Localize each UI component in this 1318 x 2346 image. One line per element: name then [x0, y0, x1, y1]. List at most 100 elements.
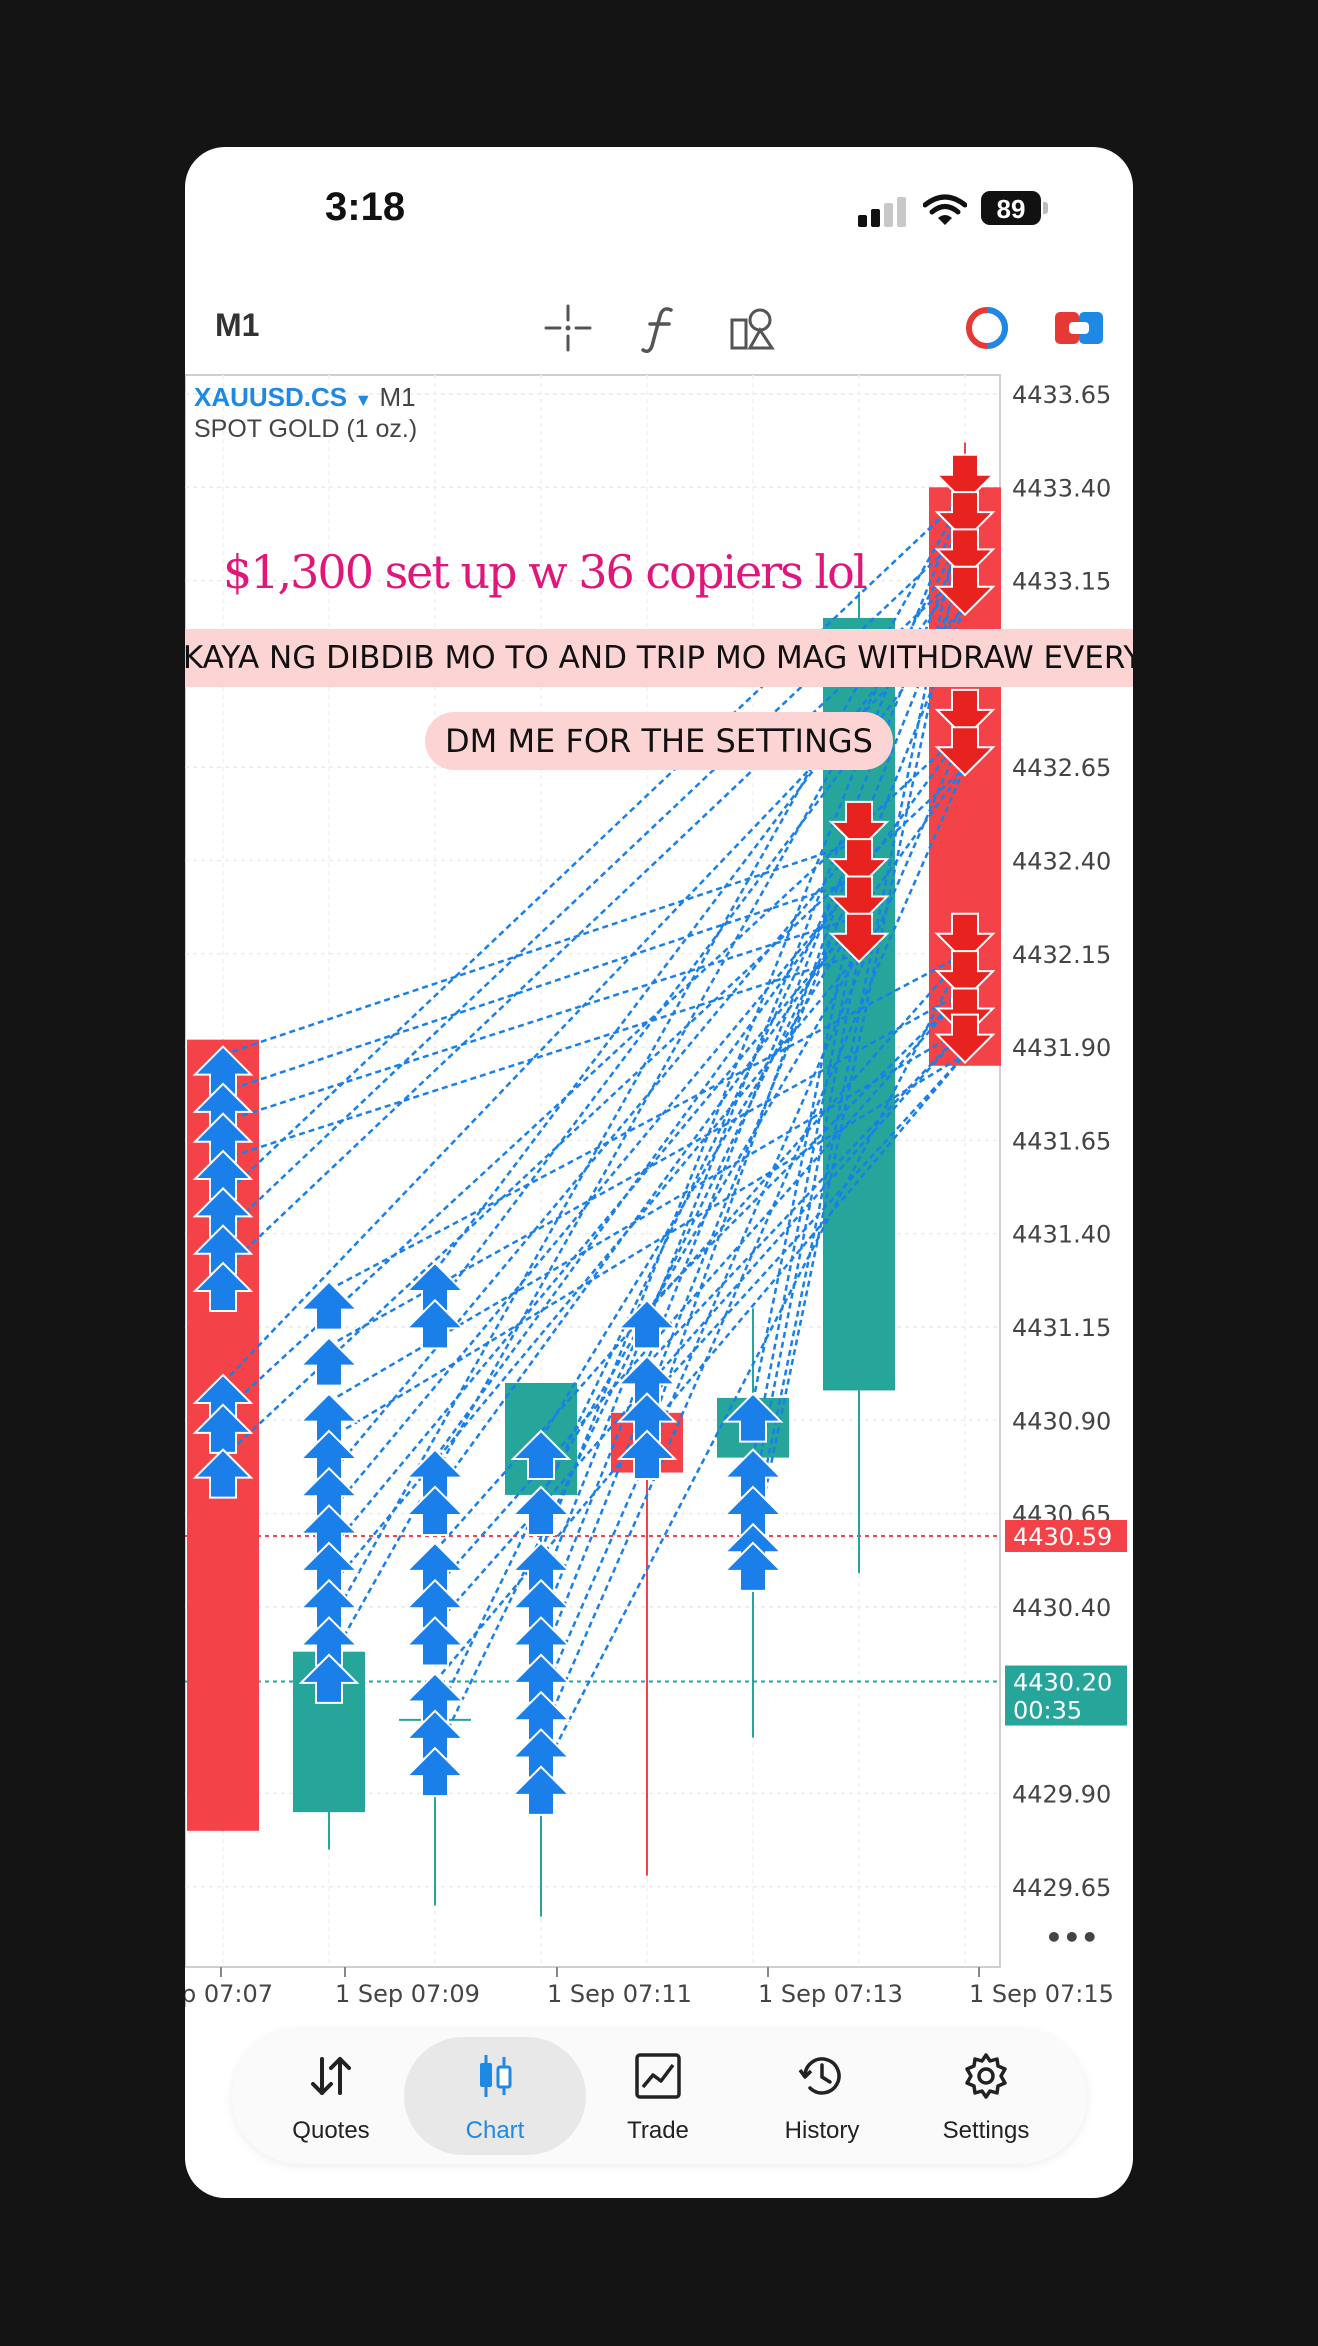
nav-quotes-label: Quotes [292, 2117, 370, 2144]
trade-line [434, 1053, 966, 1683]
sell-arrow [934, 950, 996, 1001]
trade-arrows [192, 453, 996, 1816]
ask-price-tag [1005, 1665, 1127, 1726]
nav-history[interactable]: History [737, 2029, 907, 2164]
buy-arrow [192, 1448, 254, 1499]
buy-arrow [616, 1298, 678, 1350]
x-tick-label: 1 Sep 07:15 [969, 1980, 1114, 2008]
trade-line [539, 953, 861, 1496]
trade-line [222, 840, 860, 1056]
bid-price-tag [1005, 1519, 1127, 1552]
buy-arrow [404, 1616, 466, 1667]
buy-arrow [298, 1280, 360, 1331]
buy-arrow [404, 1746, 466, 1798]
ask-price-value: 4430.20 [1013, 1669, 1112, 1697]
buy-arrow [298, 1336, 360, 1387]
more-options-icon[interactable]: ••• [1045, 1921, 1099, 1954]
sell-arrow [934, 565, 996, 617]
y-tick-label: 4430.90 [1012, 1407, 1111, 1435]
symbol-description: SPOT GOLD (1 oz.) [194, 415, 418, 443]
symbol-timeframe: M1 [379, 382, 416, 412]
trade-line [751, 953, 861, 1496]
bar-countdown: 00:35 [1013, 1697, 1082, 1725]
trade-line [751, 878, 861, 1402]
buy-arrow [404, 1485, 466, 1536]
trade-line [222, 493, 966, 1198]
y-axis: 4433.654433.404433.154432.904432.654432.… [1012, 381, 1111, 1902]
bottom-navigation: Quotes Chart Trade [232, 2029, 1087, 2164]
trade-line [646, 1027, 966, 1366]
nav-settings-label: Settings [942, 2117, 1030, 2144]
sell-arrow [828, 875, 890, 926]
cellular-signal-icon [858, 197, 906, 227]
caption-line-2: DM ME FOR THE SETTINGS [425, 712, 893, 770]
sell-arrow [828, 912, 890, 964]
x-tick-label: p 07:07 [185, 1980, 273, 2008]
trade-line [222, 766, 966, 1459]
chevron-down-icon: ▼ [354, 390, 373, 410]
buy-arrow [616, 1429, 678, 1480]
sell-arrow [934, 912, 996, 964]
nav-chart-label: Chart [465, 2117, 525, 2144]
nav-chart[interactable]: Chart [404, 2029, 586, 2164]
trade-line [751, 916, 861, 1458]
y-tick-label: 4432.15 [1012, 941, 1111, 969]
timeframe-button[interactable]: M1 [215, 307, 260, 343]
y-tick-label: 4432.40 [1012, 848, 1111, 876]
gear-icon [965, 2053, 1007, 2099]
trade-line [645, 841, 861, 1440]
crosshair-icon[interactable] [542, 302, 594, 354]
trade-line [222, 952, 860, 1161]
buy-arrow [510, 1429, 572, 1480]
y-tick-label: 4431.90 [1012, 1034, 1111, 1062]
y-tick-label: 4433.65 [1012, 381, 1111, 409]
function-icon[interactable] [635, 302, 687, 354]
objects-icon[interactable] [728, 302, 780, 354]
trade-line [539, 953, 967, 1776]
buy-arrow [404, 1298, 466, 1350]
signal-icon[interactable] [961, 302, 1013, 354]
trade-line [222, 728, 966, 1414]
symbol-name: XAUUSD.CS [194, 382, 348, 412]
chart-icon [480, 2055, 512, 2097]
nav-quotes[interactable]: Quotes [246, 2029, 416, 2164]
trade-line [751, 531, 967, 1552]
y-tick-label: 4430.40 [1012, 1594, 1111, 1622]
x-axis: p 07:07 1 Sep 07:09 1 Sep 07:11 1 Sep 07:13… [185, 1967, 1114, 2008]
nav-settings[interactable]: Settings [901, 2029, 1071, 2164]
caption-line-1: KUNG KAYA NG DIBDIB MO TO AND TRIP MO MA… [185, 629, 1133, 687]
y-tick-label: 4431.15 [1012, 1314, 1111, 1342]
bid-price-value: 4430.59 [1013, 1523, 1112, 1551]
trade-line [433, 729, 967, 1459]
y-tick-label: 4431.40 [1012, 1221, 1111, 1249]
account-icon[interactable] [1053, 302, 1105, 354]
buy-arrow [192, 1261, 254, 1313]
x-tick-label: 1 Sep 07:11 [547, 1980, 692, 2008]
y-tick-label: 4429.65 [1012, 1874, 1111, 1902]
trade-line [328, 841, 860, 1478]
y-tick-label: 4431.65 [1012, 1127, 1111, 1155]
battery-indicator: 89 [981, 191, 1049, 227]
sell-arrow [934, 528, 996, 579]
status-time: 3:18 [325, 185, 406, 229]
buy-arrow [510, 1485, 572, 1536]
trade-line [433, 878, 861, 1757]
price-chart[interactable]: 4433.654433.404433.154432.904432.654432.… [185, 147, 1133, 2198]
symbol-selector[interactable]: XAUUSD.CS ▼ M1 [194, 382, 416, 413]
quotes-icon [311, 2057, 351, 2095]
nav-history-label: History [784, 2117, 860, 2144]
sell-arrow [934, 987, 996, 1038]
trade-line [433, 766, 967, 1496]
wifi-icon [923, 194, 967, 225]
buy-arrow [510, 1765, 572, 1816]
trade-line [328, 1053, 966, 1441]
trade-line [433, 841, 861, 1720]
y-tick-label: 4433.15 [1012, 568, 1111, 596]
nav-trade[interactable]: Trade [573, 2029, 743, 2164]
y-tick-label: 4432.65 [1012, 754, 1111, 782]
y-tick-label: 4429.90 [1012, 1781, 1111, 1809]
sell-arrow [828, 800, 890, 852]
phone-screen: 4433.654433.404433.154432.904432.654432.… [185, 147, 1133, 2198]
trade-line [539, 766, 967, 1739]
trade-line [222, 877, 860, 1094]
